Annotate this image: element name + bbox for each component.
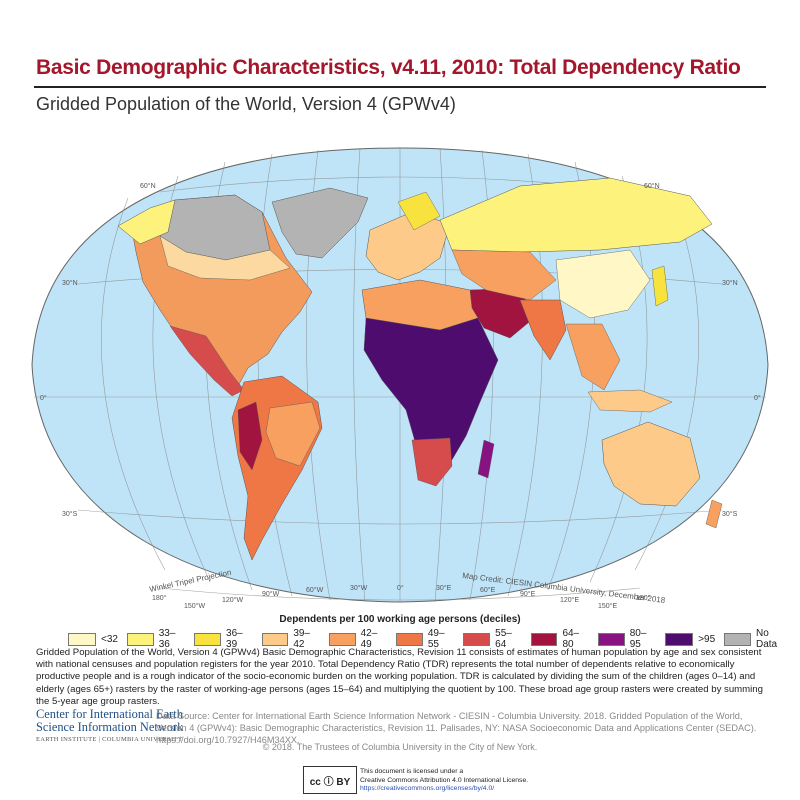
legend-label: 33–36 (158, 628, 176, 650)
map-title: Basic Demographic Characteristics, v4.11… (36, 56, 741, 79)
lon-label: 30°E (436, 584, 452, 592)
greenland (271, 187, 369, 259)
map-subtitle: Gridded Population of the World, Version… (36, 94, 456, 114)
map-description: Gridded Population of the World, Version… (36, 647, 763, 707)
org-affiliation: EARTH INSTITUTE | COLUMBIA UNIVERSITY (36, 736, 183, 743)
legend-swatch (724, 632, 751, 646)
andes-region (237, 401, 263, 471)
lon-label: 180° (152, 594, 167, 602)
legend-label: No Data (755, 628, 778, 650)
new-zealand (705, 499, 723, 529)
legend-item: >95 (665, 632, 716, 646)
legend-swatch (68, 632, 96, 646)
legend-label: 55–64 (495, 628, 512, 650)
canada-south (159, 235, 291, 281)
license-line2: Creative Commons Attribution 4.0 Interna… (360, 776, 529, 784)
legend-item: 49–55 (396, 628, 454, 650)
title-divider (34, 86, 766, 88)
license-notice: This document is licensed under a Creati… (360, 768, 528, 794)
legend-item: 42–49 (328, 628, 387, 650)
southeast-asia (565, 323, 621, 391)
projection-label: Winkel Tripel Projection (149, 568, 233, 594)
license-link[interactable]: https://creativecommons.org/licenses/by/… (360, 785, 495, 792)
legend-label: 80–95 (629, 628, 647, 650)
lon-label: 60°W (306, 586, 324, 594)
license-line1: This document is licensed under a (360, 768, 464, 775)
legend-item: 36–39 (194, 628, 252, 650)
lat-label: 30°S (62, 510, 78, 518)
australia (601, 421, 701, 507)
data-source: Data Source: Center for International Ea… (156, 711, 757, 745)
legend-label: <32 (101, 633, 118, 645)
lat-label: 30°N (722, 279, 738, 287)
lon-label: 60°E (480, 586, 496, 594)
lat-label: 0° (40, 394, 47, 402)
lat-label: 30°S (722, 510, 738, 518)
legend-item: <32 (68, 632, 118, 646)
indonesia (587, 389, 673, 413)
lat-label: 60°N (644, 182, 660, 190)
legend-item: 33–36 (126, 628, 185, 650)
legend-item: 80–95 (597, 628, 656, 650)
lon-label: 30°W (350, 584, 368, 592)
lat-label: 60°N (140, 182, 156, 190)
copyright: © 2018. The Trustees of Columbia Univers… (262, 742, 538, 752)
japan (651, 265, 669, 307)
lon-label: 0° (397, 584, 404, 592)
legend-item: 39–42 (261, 628, 320, 650)
legend-item: No Data (724, 628, 791, 650)
lon-label: 180° (636, 594, 651, 602)
lon-label: 150°E (598, 602, 617, 610)
mexico-central-america (169, 325, 245, 397)
legend-label: 42–49 (360, 628, 378, 650)
legend-swatch (530, 632, 558, 646)
legend-label: 49–55 (427, 628, 445, 650)
scandinavia (397, 191, 441, 231)
legend-label: 64–80 (562, 628, 580, 650)
alaska (117, 199, 176, 245)
brazil-region (265, 401, 321, 467)
lat-label: 30°N (62, 279, 78, 287)
lon-label: 150°W (184, 602, 205, 610)
legend-label: 36–39 (226, 628, 243, 650)
legend-swatch (396, 632, 423, 646)
world-map: 60°N 60°N 30°N 30°N 0° 0° 30°S 30°S 180°… (31, 147, 769, 610)
legend: <32 33–36 36–39 39–42 42–49 49–55 55–64 … (68, 628, 800, 650)
legend-swatch (597, 632, 625, 646)
lat-label: 0° (754, 394, 761, 402)
org-name-line2: Science Information Network (36, 720, 184, 734)
legend-swatch (194, 632, 222, 646)
india (519, 299, 567, 361)
lon-label: 120°W (222, 596, 243, 604)
org-name-line1: Center for International Earth (36, 707, 183, 721)
lon-label: 90°W (262, 590, 280, 598)
legend-item: 55–64 (463, 628, 521, 650)
africa-south (411, 437, 453, 487)
legend-swatch (328, 632, 356, 646)
legend-swatch (665, 632, 694, 646)
madagascar (477, 439, 495, 479)
legend-title: Dependents per 100 working age persons (… (279, 614, 521, 625)
legend-swatch (261, 632, 289, 646)
legend-item: 64–80 (530, 628, 589, 650)
ciesin-logo: Center for International Earth Science I… (36, 707, 184, 744)
lon-label: 120°E (560, 596, 579, 604)
legend-swatch (126, 632, 154, 646)
legend-swatch (463, 632, 491, 646)
creative-commons-icon: cc ⓘ BY (303, 766, 357, 794)
legend-label: >95 (698, 633, 716, 645)
legend-label: 39–42 (293, 628, 310, 650)
lon-label: 90°E (520, 590, 536, 598)
